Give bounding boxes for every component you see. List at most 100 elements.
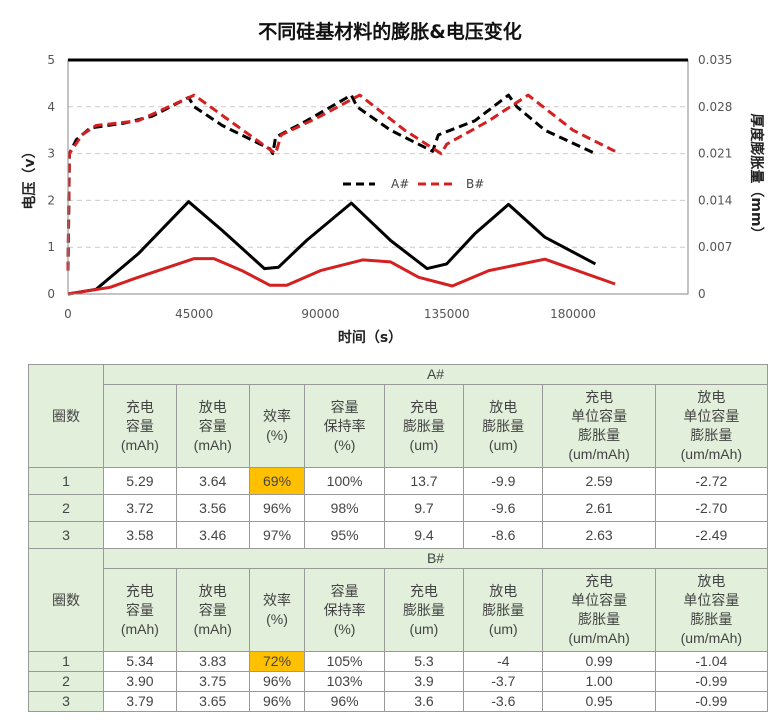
value-cell: 103%: [304, 671, 385, 692]
cycle-cell: 1: [28, 651, 104, 672]
value-cell: 3.75: [175, 671, 250, 692]
value-cell: 3.64: [175, 467, 250, 495]
y2-tick-label: 0.021: [698, 147, 732, 161]
table-row: 1 5.29 3.64 69% 100% 13.7 -9.9 2.59 -2.72: [28, 467, 769, 495]
cycle-header: 圈数: [28, 548, 104, 652]
x-tick-label: 90000: [301, 307, 339, 321]
value-cell: 0.95: [542, 691, 656, 712]
y2-tick-label: 0.028: [698, 100, 732, 114]
column-header: 放电 膨胀量 (um): [463, 568, 544, 652]
cycle-cell: 3: [28, 521, 104, 549]
column-header: 效率 (%): [248, 568, 306, 652]
legend-label-a: A#: [391, 177, 409, 191]
y-tick-label: 2: [47, 193, 55, 207]
column-header: 充电 容量 (mAh): [103, 384, 177, 468]
value-cell: 97%: [248, 521, 306, 549]
value-cell: 100%: [304, 467, 385, 495]
column-header: 充电 单位容量 膨胀量 (um/mAh): [542, 384, 656, 468]
column-header: 效率 (%): [248, 384, 306, 468]
column-header: 容量 保持率 (%): [304, 384, 385, 468]
value-cell: 2.63: [542, 521, 656, 549]
voltage-thickness-chart: 不同硅基材料的膨胀&电压变化 0 1 2 3 4 5 0 0.007 0.014 0.021 0.0…: [21, 20, 765, 346]
y2-tick-label: 0: [698, 287, 706, 301]
x-tick-label: 180000: [550, 307, 596, 321]
value-cell: -0.99: [654, 691, 769, 712]
legend-label-b: B#: [466, 177, 484, 191]
capacity-expansion-table: 圈数 A# 充电 容量 (mAh) 放电 容量 (mAh) 效率 (%) 容量 保持率 (…: [28, 364, 769, 712]
value-cell: 2.61: [542, 494, 656, 522]
x-axis-label: 时间（s）: [338, 329, 402, 346]
y-tick-label: 1: [47, 240, 55, 254]
table-row: 2 3.90 3.75 96% 103% 3.9 -3.7 1.00 -0.99: [28, 671, 769, 692]
column-header: 放电 单位容量 膨胀量 (um/mAh): [654, 384, 769, 468]
value-cell: 3.6: [383, 691, 465, 712]
y2-tick-label: 0.007: [698, 240, 732, 254]
value-cell: -2.49: [654, 521, 769, 549]
value-cell: 69%: [248, 467, 306, 495]
y-tick-label: 3: [47, 147, 55, 161]
value-cell: -3.7: [463, 671, 544, 692]
column-header: 放电 容量 (mAh): [175, 384, 250, 468]
value-cell: 3.65: [175, 691, 250, 712]
cycle-cell: 2: [28, 494, 104, 522]
column-header: 充电 单位容量 膨胀量 (um/mAh): [542, 568, 656, 652]
series-line-3: [67, 257, 616, 296]
column-header-row: 充电 容量 (mAh) 放电 容量 (mAh) 效率 (%) 容量 保持率 (%) 充电…: [29, 568, 769, 652]
value-cell: 3.83: [175, 651, 250, 672]
value-cell: 105%: [304, 651, 385, 672]
value-cell: -9.9: [463, 467, 544, 495]
cycle-cell: 3: [28, 691, 104, 712]
value-cell: 98%: [304, 494, 385, 522]
x-tick-label: 0: [64, 307, 72, 321]
value-cell: 72%: [248, 651, 306, 672]
x-tick-label: 45000: [175, 307, 213, 321]
column-header: 充电 膨胀量 (um): [383, 568, 465, 652]
column-header: 充电 膨胀量 (um): [383, 384, 465, 468]
cycle-cell: 2: [28, 671, 104, 692]
value-cell: 3.56: [175, 494, 250, 522]
cycle-cell: 1: [28, 467, 104, 495]
value-cell: 5.34: [103, 651, 177, 672]
value-cell: 96%: [248, 691, 306, 712]
group-header-row: 圈数 A#: [28, 364, 768, 468]
value-cell: 3.58: [103, 521, 177, 549]
column-header: 放电 容量 (mAh): [175, 568, 250, 652]
value-cell: 5.3: [383, 651, 465, 672]
value-cell: 3.72: [103, 494, 177, 522]
value-cell: 96%: [248, 671, 306, 692]
y2-tick-label: 0.035: [698, 53, 732, 67]
value-cell: 96%: [248, 494, 306, 522]
column-header: 充电 容量 (mAh): [103, 568, 177, 652]
table-row: 1 5.34 3.83 72% 105% 5.3 -4 0.99 -1.04: [28, 651, 769, 672]
value-cell: -2.70: [654, 494, 769, 522]
chart-title: 不同硅基材料的膨胀&电压变化: [258, 20, 522, 43]
cycle-header: 圈数: [28, 364, 104, 468]
x-tick-label: 135000: [424, 307, 470, 321]
legend: A# B#: [343, 177, 484, 191]
value-cell: 0.99: [542, 651, 656, 672]
y-tick-label: 0: [47, 287, 55, 301]
value-cell: -9.6: [463, 494, 544, 522]
value-cell: 1.00: [542, 671, 656, 692]
value-cell: -0.99: [654, 671, 769, 692]
value-cell: 13.7: [383, 467, 465, 495]
column-header: 容量 保持率 (%): [304, 568, 385, 652]
y2-axis-label: 厚度膨胀量（mm）: [748, 113, 765, 240]
value-cell: 3.90: [103, 671, 177, 692]
column-header-row: 充电 容量 (mAh) 放电 容量 (mAh) 效率 (%) 容量 保持率 (%) 充电…: [29, 384, 769, 468]
column-header: 放电 膨胀量 (um): [463, 384, 544, 468]
table-row: 3 3.58 3.46 97% 95% 9.4 -8.6 2.63 -2.49: [28, 521, 769, 549]
value-cell: 5.29: [103, 467, 177, 495]
table-row: 3 3.79 3.65 96% 96% 3.6 -3.6 0.95 -0.99: [28, 691, 769, 712]
value-cell: 3.79: [103, 691, 177, 712]
value-cell: -2.72: [654, 467, 769, 495]
value-cell: -4: [463, 651, 544, 672]
value-cell: -8.6: [463, 521, 544, 549]
value-cell: -1.04: [654, 651, 769, 672]
value-cell: 9.4: [383, 521, 465, 549]
value-cell: 9.7: [383, 494, 465, 522]
y-axis-label: 电压（v）: [21, 144, 38, 209]
y-tick-label: 5: [47, 53, 55, 67]
value-cell: 3.9: [383, 671, 465, 692]
group-name: A#: [103, 364, 768, 385]
